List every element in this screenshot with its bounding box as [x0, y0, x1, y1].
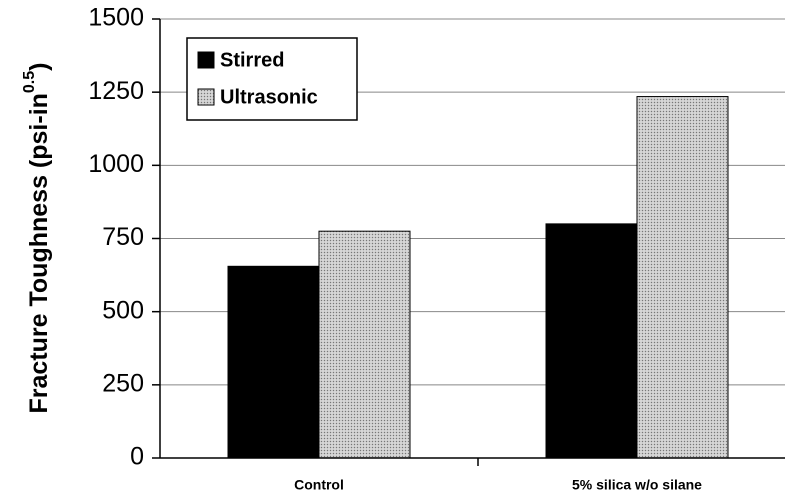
y-label-end: ) — [25, 63, 53, 71]
bar — [227, 265, 320, 459]
legend-swatch — [197, 88, 215, 106]
x-tick-label: 5% silica w/o silane — [572, 477, 702, 493]
bar — [636, 96, 729, 459]
x-tick-label: Control — [294, 477, 344, 493]
legend-box — [186, 37, 358, 121]
y-tick-label: 750 — [102, 223, 144, 251]
legend-swatch — [197, 51, 215, 69]
y-tick-label: 1000 — [88, 150, 144, 178]
bar — [545, 223, 638, 459]
y-label-text: Fracture Toughness (psi-in — [25, 93, 53, 413]
y-tick-label: 0 — [130, 443, 144, 471]
y-label-superscript: 0.5 — [21, 71, 38, 93]
y-tick-label: 1500 — [88, 4, 144, 32]
legend-label: Stirred — [220, 49, 284, 71]
y-tick-label: 250 — [102, 369, 144, 397]
legend-label: Ultrasonic — [220, 86, 318, 108]
y-tick-label: 500 — [102, 296, 144, 324]
y-tick-label: 1250 — [88, 77, 144, 105]
y-axis-label: Fracture Toughness (psi-in0.5) — [21, 63, 52, 414]
bar — [318, 230, 411, 459]
